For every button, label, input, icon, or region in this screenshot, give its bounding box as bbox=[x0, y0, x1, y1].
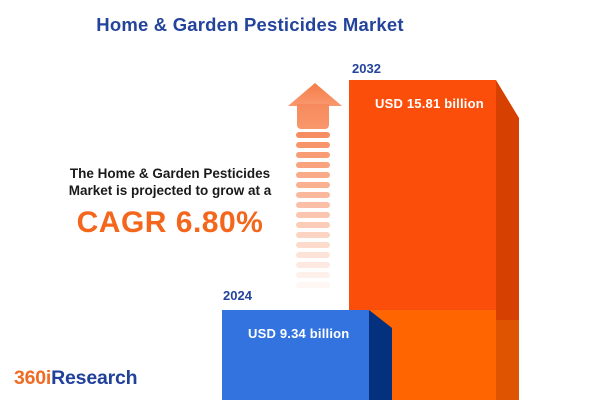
arrow-stripe bbox=[296, 192, 330, 198]
arrow-stripe bbox=[296, 182, 330, 188]
arrow-stripe bbox=[296, 272, 330, 278]
arrow-stripe bbox=[296, 132, 330, 138]
bar-2024 bbox=[222, 310, 369, 400]
logo-part-blue: Research bbox=[51, 367, 138, 389]
bar-2024-side bbox=[369, 310, 392, 400]
cagr-value: CAGR 6.80% bbox=[76, 206, 264, 239]
growth-arrow-icon bbox=[288, 83, 342, 106]
bar-2032-side bbox=[496, 80, 519, 400]
logo-360iresearch: 360iResearch bbox=[14, 367, 138, 390]
year-label-2024: 2024 bbox=[223, 288, 252, 303]
value-label-2032: USD 15.81 billion bbox=[375, 96, 484, 111]
arrow-stripe bbox=[296, 202, 330, 208]
arrow-stripe bbox=[296, 242, 330, 248]
headline-line-2: Market is projected to grow at a bbox=[68, 183, 272, 198]
arrow-stripe bbox=[296, 152, 330, 158]
arrow-stripes bbox=[296, 132, 330, 292]
arrow-stripe bbox=[296, 212, 330, 218]
growth-arrow-neck bbox=[297, 104, 329, 129]
value-label-2024: USD 9.34 billion bbox=[248, 326, 350, 341]
arrow-stripe bbox=[296, 162, 330, 168]
logo-part-orange: 360i bbox=[14, 367, 52, 389]
headline-block: The Home & Garden Pesticides Market is p… bbox=[20, 165, 320, 240]
arrow-stripe bbox=[296, 262, 330, 268]
arrow-stripe bbox=[296, 282, 330, 288]
page-title: Home & Garden Pesticides Market bbox=[96, 14, 404, 35]
arrow-stripe bbox=[296, 252, 330, 258]
arrow-stripe bbox=[296, 172, 330, 178]
arrow-stripe bbox=[296, 222, 330, 228]
arrow-stripe bbox=[296, 142, 330, 148]
headline-line-1: The Home & Garden Pesticides bbox=[69, 166, 271, 181]
arrow-stripe bbox=[296, 232, 330, 238]
year-label-2032: 2032 bbox=[352, 61, 381, 76]
